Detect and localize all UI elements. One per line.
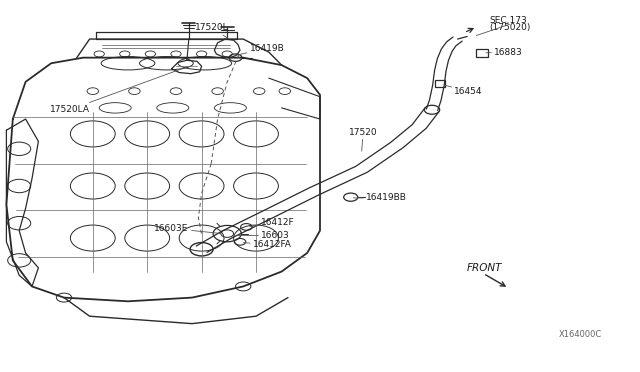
Text: 16603E: 16603E	[154, 224, 221, 234]
Text: 17520L: 17520L	[195, 23, 229, 38]
Text: (175020): (175020)	[490, 23, 531, 32]
Text: 16412FA: 16412FA	[243, 240, 292, 249]
Text: 16454: 16454	[444, 85, 483, 96]
Text: 17520LA: 17520LA	[50, 67, 188, 114]
Text: 16419B: 16419B	[238, 44, 284, 55]
Text: 16412F: 16412F	[250, 218, 295, 227]
Text: FRONT: FRONT	[467, 263, 502, 273]
Bar	[476, 49, 488, 57]
Text: 16419BB: 16419BB	[353, 193, 407, 202]
Text: 16883: 16883	[486, 48, 523, 57]
Bar	[435, 80, 445, 87]
Text: 16603: 16603	[238, 231, 290, 240]
Text: SEC.173: SEC.173	[490, 16, 527, 25]
Text: 17520: 17520	[349, 128, 378, 151]
Text: X164000C: X164000C	[558, 330, 602, 339]
